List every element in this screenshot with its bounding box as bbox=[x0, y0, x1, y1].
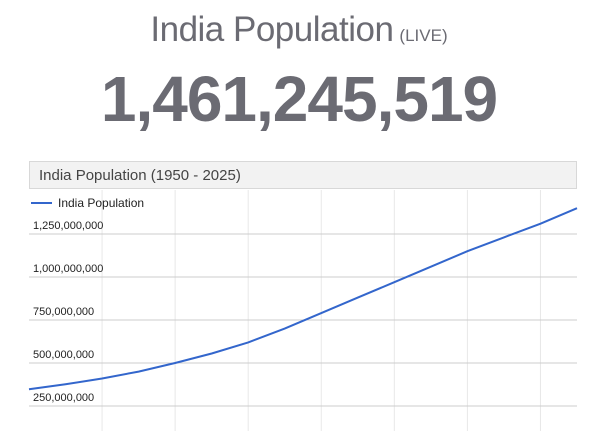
chart-header-title: India Population (1950 - 2025) bbox=[39, 167, 241, 184]
y-tick-label: 750,000,000 bbox=[33, 306, 94, 318]
legend-label: India Population bbox=[58, 196, 144, 210]
page-title: India Population (LIVE) bbox=[0, 10, 598, 50]
chart-header: India Population (1950 - 2025) bbox=[29, 161, 577, 189]
page-title-text: India Population bbox=[150, 10, 394, 49]
live-label: (LIVE) bbox=[399, 26, 448, 45]
live-population-counter: 1,461,245,519 bbox=[100, 63, 498, 135]
y-tick-label: 500,000,000 bbox=[33, 349, 94, 361]
series-line bbox=[28, 207, 578, 391]
y-tick-label: 1,250,000,000 bbox=[33, 220, 103, 232]
y-tick-label: 250,000,000 bbox=[33, 392, 94, 404]
y-tick-label: 1,000,000,000 bbox=[33, 263, 103, 275]
